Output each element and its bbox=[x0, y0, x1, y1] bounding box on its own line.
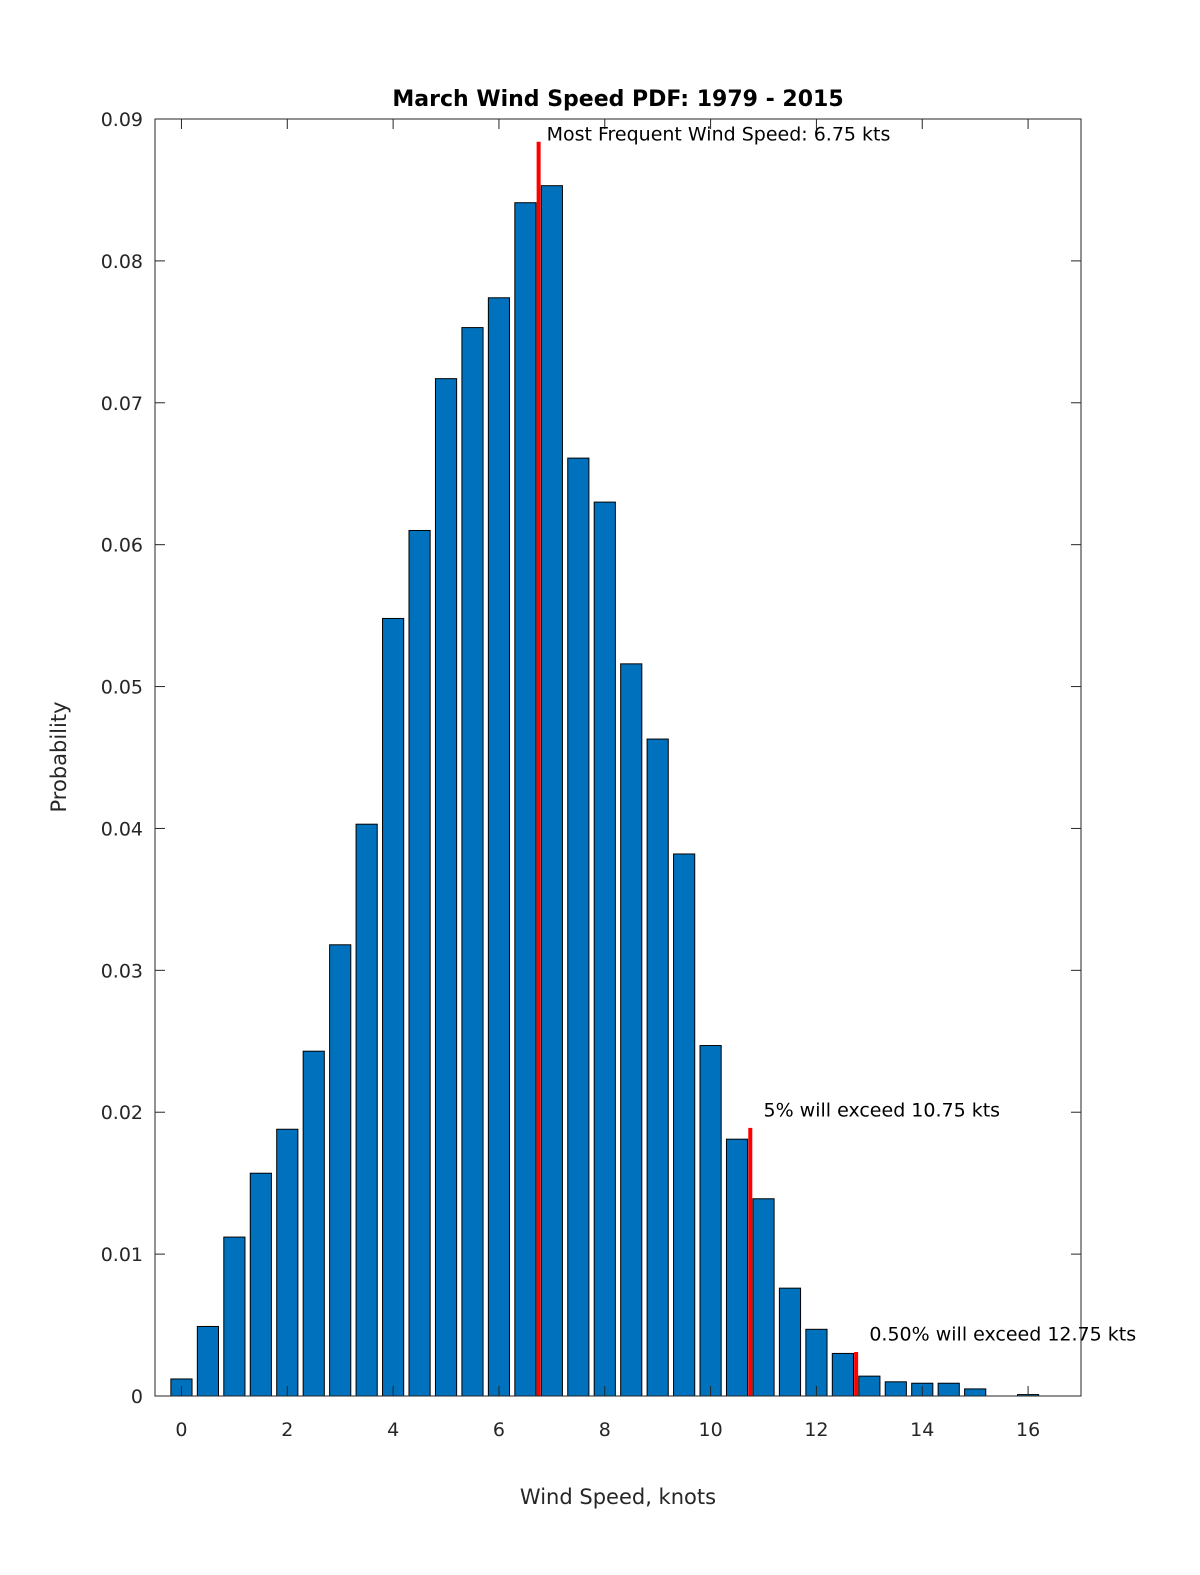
annotation-2: 5% will exceed 10.75 kts bbox=[764, 1099, 1001, 1121]
bar-6 bbox=[487, 297, 511, 1397]
bar-5 bbox=[434, 378, 458, 1397]
bar-10 bbox=[699, 1045, 722, 1397]
y-tick-label: 0.04 bbox=[101, 818, 143, 840]
x-tick-label: 2 bbox=[281, 1419, 293, 1441]
bar-4.5 bbox=[408, 529, 431, 1397]
y-tick-label: 0 bbox=[131, 1386, 143, 1408]
plot-frame bbox=[154, 118, 1082, 1397]
marker-lines bbox=[536, 141, 859, 1396]
y-tick-label: 0.08 bbox=[101, 251, 143, 273]
x-tick-label: 0 bbox=[175, 1419, 187, 1441]
annotation-1: Most Frequent Wind Speed: 6.75 kts bbox=[547, 123, 891, 145]
bar-11.5 bbox=[778, 1287, 802, 1397]
bar-9 bbox=[646, 738, 669, 1397]
bar-1.5 bbox=[249, 1172, 272, 1397]
bar-2 bbox=[276, 1128, 299, 1397]
y-tick-label: 0.02 bbox=[101, 1102, 143, 1124]
bar-2.5 bbox=[302, 1050, 325, 1397]
bar-5.5 bbox=[461, 327, 484, 1397]
bar-3 bbox=[329, 944, 352, 1397]
annotation-3: 0.50% will exceed 12.75 kts bbox=[869, 1324, 1136, 1346]
x-tick-label: 14 bbox=[910, 1419, 934, 1441]
bar-12.5 bbox=[831, 1352, 854, 1397]
bar-15 bbox=[964, 1388, 987, 1397]
y-tick-label: 0.06 bbox=[101, 535, 143, 557]
bar-7 bbox=[540, 185, 563, 1397]
x-axis-ticks: 0 2 4 6 8 10 12 14 16 bbox=[175, 119, 1040, 1441]
annotations: Most Frequent Wind Speed: 6.75 kts 5% wil… bbox=[547, 123, 1137, 1345]
y-tick-label: 0.09 bbox=[101, 109, 143, 131]
x-tick-label: 12 bbox=[804, 1419, 828, 1441]
y-tick-label: 0.05 bbox=[101, 677, 143, 699]
x-tick-label: 16 bbox=[1016, 1419, 1040, 1441]
bar-13.5 bbox=[884, 1381, 907, 1397]
bar-14.5 bbox=[937, 1382, 960, 1397]
bar-6.5 bbox=[514, 202, 537, 1397]
y-tick-label: 0.01 bbox=[101, 1244, 143, 1266]
x-tick-label: 4 bbox=[387, 1419, 399, 1441]
bar-3.5 bbox=[355, 823, 378, 1397]
chart-title: March Wind Speed PDF: 1979 - 2015 bbox=[392, 87, 843, 112]
y-axis-ticks: 0 0.01 0.02 0.03 0.04 0.05 0.06 0.07 0.08 0.09 bbox=[101, 109, 1081, 1408]
x-tick-label: 6 bbox=[493, 1419, 505, 1441]
y-axis-label: Probability bbox=[47, 701, 71, 812]
bar-8 bbox=[593, 501, 616, 1397]
bar-13 bbox=[858, 1375, 881, 1397]
x-tick-label: 8 bbox=[599, 1419, 611, 1441]
bar-7.5 bbox=[567, 457, 590, 1397]
bar-11 bbox=[752, 1198, 775, 1397]
x-tick-label: 10 bbox=[699, 1419, 723, 1441]
y-tick-label: 0.07 bbox=[101, 393, 143, 415]
x-axis-label: Wind Speed, knots bbox=[520, 1485, 716, 1509]
bar-9.5 bbox=[673, 853, 696, 1397]
bar-series bbox=[170, 185, 1040, 1397]
bar-1 bbox=[223, 1236, 246, 1397]
y-tick-label: 0.03 bbox=[101, 960, 143, 982]
bar-10.5 bbox=[725, 1138, 749, 1397]
bar-8.5 bbox=[620, 663, 643, 1397]
bar-4 bbox=[382, 617, 405, 1397]
bar-12 bbox=[805, 1328, 828, 1397]
bar-0.5 bbox=[196, 1325, 220, 1397]
